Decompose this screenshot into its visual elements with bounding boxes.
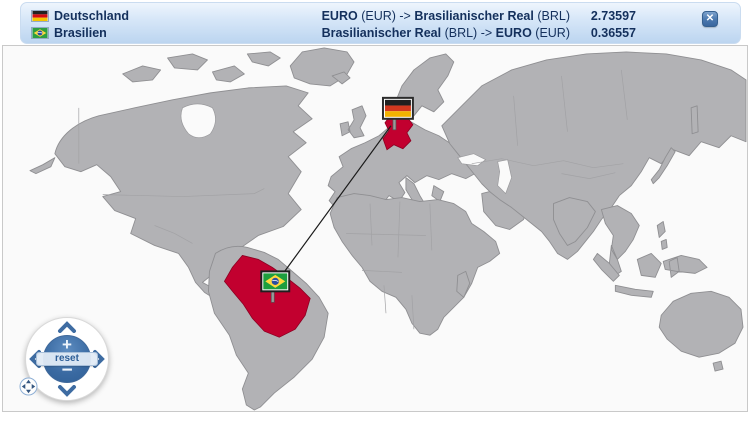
drag-handle-icon[interactable] (19, 377, 38, 396)
japan-shape (650, 105, 699, 185)
world-map-container[interactable]: + − reset (2, 45, 748, 412)
close-icon[interactable]: ✕ (702, 11, 718, 27)
philippines-shape (656, 221, 668, 250)
connection-line (279, 125, 392, 278)
map-zoom-control: + − reset (19, 317, 109, 401)
currency-header-panel: Deutschland EURO (EUR) -> Brasilianische… (20, 2, 741, 44)
country-label: Brasilien (54, 25, 107, 40)
pan-up-button[interactable] (57, 321, 77, 333)
hudson-bay-shape (180, 103, 216, 139)
aleutians-shape (29, 157, 56, 175)
country-label: Deutschland (54, 8, 130, 23)
arctic-islands-shape (122, 51, 281, 83)
world-map[interactable] (3, 46, 747, 411)
british-isles-shape (331, 71, 367, 139)
australia-shape (658, 290, 744, 372)
india-shape (553, 197, 596, 246)
africa-shape (329, 193, 501, 336)
german-flag-marker[interactable] (381, 96, 414, 131)
conversion-label: Brasilianischer Real (BRL) -> EURO (EUR) (321, 25, 570, 40)
pan-down-button[interactable] (57, 385, 77, 397)
conversion-label: EURO (EUR) -> Brasilianischer Real (BRL) (321, 8, 570, 23)
zoom-in-button[interactable]: + (62, 335, 72, 354)
madagascar-shape (456, 270, 471, 298)
asia-shape (441, 51, 747, 260)
indochina-shape (600, 205, 640, 276)
exchange-rate-value: 0.36557 (590, 25, 636, 40)
reset-button[interactable]: reset (36, 352, 98, 366)
currency-row-brazil: Brasilien Brasilianischer Real (BRL) -> … (21, 24, 740, 41)
north-america-shape (54, 85, 313, 300)
indonesia-shape (592, 252, 708, 298)
brazilian-flag-marker[interactable] (260, 270, 291, 303)
country-borders (78, 69, 628, 330)
currency-row-germany: Deutschland EURO (EUR) -> Brasilianische… (21, 7, 740, 24)
zoom-out-button[interactable]: − (61, 360, 73, 381)
exchange-rate-value: 2.73597 (590, 8, 636, 23)
germany-flag-icon (31, 9, 49, 22)
brazil-flag-icon (31, 26, 49, 39)
